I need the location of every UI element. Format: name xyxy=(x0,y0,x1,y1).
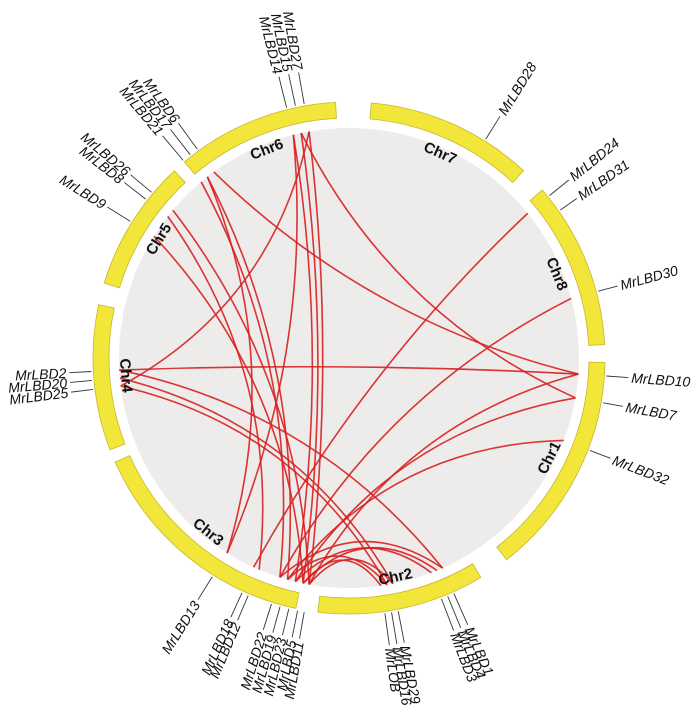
synteny-link xyxy=(200,181,285,578)
synteny-link xyxy=(206,176,292,580)
synteny-link xyxy=(286,439,564,581)
synteny-link xyxy=(226,134,298,554)
gene-tick xyxy=(441,598,455,631)
chromosome-arc-chr6 xyxy=(183,101,337,175)
chromosome-arc-chr2 xyxy=(317,563,482,615)
gene-tick xyxy=(237,595,249,621)
gene-label: MrLBD20 xyxy=(7,375,68,396)
chromosome-arc-chr1 xyxy=(496,361,606,561)
gene-tick xyxy=(298,72,305,104)
gene-tick xyxy=(384,613,390,646)
chromosome-arc-chr5 xyxy=(103,170,186,289)
gene-tick xyxy=(230,592,243,618)
synteny-link xyxy=(120,131,310,387)
gene-label: MrLBD28 xyxy=(495,59,540,118)
gene-tick xyxy=(71,388,93,393)
gene-label: MrLBD2 xyxy=(15,365,67,384)
gene-tick xyxy=(130,174,152,193)
chromosome-arc-chr7 xyxy=(369,102,525,184)
synteny-link xyxy=(153,235,304,584)
synteny-link xyxy=(206,176,253,554)
synteny-links xyxy=(119,131,579,587)
gene-tick xyxy=(299,612,305,639)
synteny-link xyxy=(279,540,443,578)
synteny-link xyxy=(119,377,394,585)
synteny-link xyxy=(119,369,444,569)
synteny-link xyxy=(213,171,579,375)
synteny-link xyxy=(308,558,394,586)
gene-tick xyxy=(178,123,198,150)
synteny-link xyxy=(167,215,264,570)
synteny-link xyxy=(120,385,388,586)
gene-tick xyxy=(391,612,398,645)
gene-tick xyxy=(485,116,501,140)
synteny-link xyxy=(300,132,576,399)
link-background xyxy=(119,128,579,588)
chromosome-label-chr2: Chr2 xyxy=(377,565,414,589)
gene-label: MrLBD13 xyxy=(158,598,203,657)
gene-tick xyxy=(70,380,93,383)
gene-tick xyxy=(170,129,191,155)
gene-label: MrLBD7 xyxy=(624,399,679,424)
synteny-link xyxy=(279,297,572,578)
gene-label: MrLBD32 xyxy=(610,452,671,488)
chromosome-label-chr4: Chr4 xyxy=(116,358,136,394)
synteny-link xyxy=(286,555,388,586)
gene-tick xyxy=(197,576,213,600)
gene-tick xyxy=(397,611,405,643)
gene-tick xyxy=(282,608,290,636)
gene-tick xyxy=(598,285,618,292)
synteny-link xyxy=(308,373,579,585)
synteny-link xyxy=(172,209,310,585)
gene-tick xyxy=(603,402,623,407)
gene-tick xyxy=(549,179,570,196)
gene-tick xyxy=(162,135,184,161)
gene-tick xyxy=(69,371,92,374)
link-background-layer xyxy=(119,128,579,588)
gene-tick xyxy=(278,76,288,108)
gene-label: MrLBD10 xyxy=(631,370,691,390)
gene-tick xyxy=(453,593,469,625)
gene-tick xyxy=(589,450,611,459)
gene-tick xyxy=(606,375,629,378)
synteny-link xyxy=(302,559,382,587)
gene-label: MrLOB xyxy=(382,647,404,693)
gene-label: MrLBD25 xyxy=(8,385,69,408)
gene-tick xyxy=(107,206,131,222)
gene-tick xyxy=(262,603,272,630)
gene-label: MrLBD30 xyxy=(618,262,679,293)
gene-tick xyxy=(447,596,462,628)
synteny-link xyxy=(300,132,319,584)
synteny-link xyxy=(308,131,324,585)
synteny-link xyxy=(294,397,576,583)
chromosome-arc-chr8 xyxy=(529,189,606,346)
synteny-link xyxy=(294,547,432,583)
synteny-link xyxy=(119,365,579,375)
gene-label: MrLBD9 xyxy=(57,171,109,212)
gene-tick xyxy=(291,610,299,638)
gene-tick xyxy=(272,606,281,633)
gene-tick xyxy=(560,198,577,211)
chromosome-arc-chr3 xyxy=(114,455,300,609)
gene-tick xyxy=(288,74,296,106)
chromosome-arc-chr4 xyxy=(92,304,126,451)
gene-tick xyxy=(124,182,146,200)
synteny-link xyxy=(252,212,529,568)
